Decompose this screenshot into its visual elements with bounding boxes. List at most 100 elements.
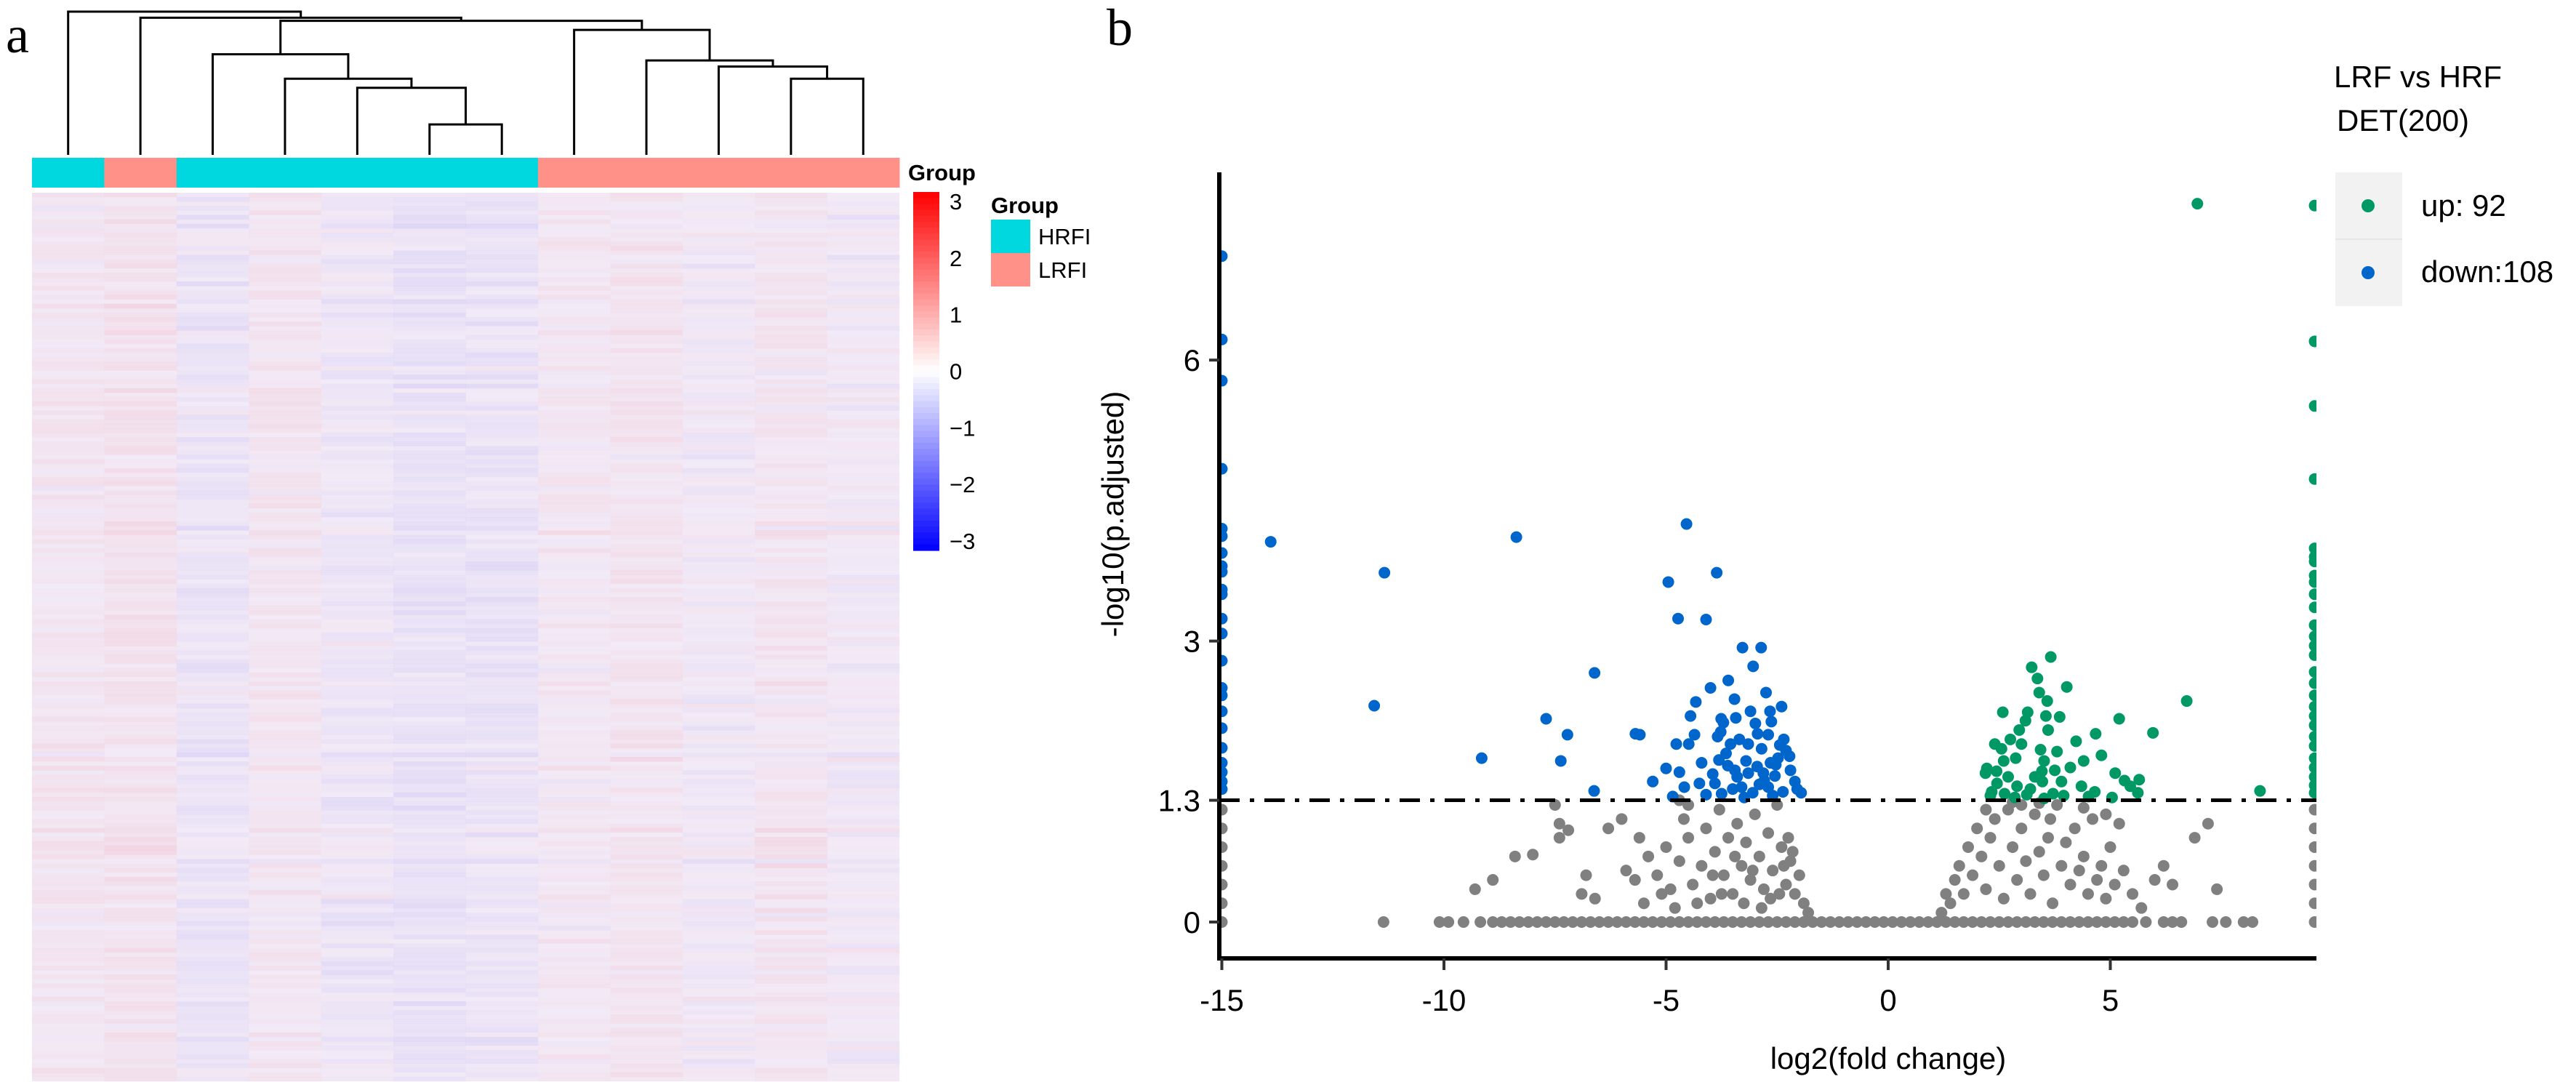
- heatmap-cell: [321, 827, 394, 833]
- down-point: [1647, 775, 1659, 788]
- heatmap-cell: [176, 552, 249, 558]
- heatmap-cell: [176, 632, 249, 638]
- group-bar-cell-hrfi: [249, 158, 322, 188]
- heatmap-cell: [393, 446, 466, 451]
- heatmap-cell: [321, 334, 394, 340]
- heatmap-cell: [393, 481, 466, 486]
- heatmap-cell: [104, 543, 177, 549]
- ns-point: [2308, 859, 2316, 872]
- heatmap-cell: [32, 974, 105, 979]
- heatmap-cell: [104, 716, 177, 722]
- heatmap-cell: [682, 423, 755, 429]
- heatmap-cell: [393, 881, 466, 886]
- heatmap-cell: [249, 583, 322, 589]
- heatmap-cell: [176, 996, 249, 1002]
- heatmap-cell: [755, 912, 828, 918]
- ns-point: [2100, 892, 2112, 905]
- heatmap-cell: [321, 1006, 394, 1011]
- heatmap-cell: [755, 881, 828, 886]
- heatmap-cell: [537, 423, 611, 429]
- heatmap-cell: [682, 592, 755, 598]
- heatmap-cell: [32, 743, 105, 749]
- heatmap-cell: [682, 406, 755, 411]
- colorbar-tick-label: −3: [950, 529, 975, 554]
- heatmap-cell: [682, 894, 755, 899]
- group-bar-cell-hrfi: [176, 158, 249, 188]
- heatmap-cell: [610, 1072, 683, 1078]
- heatmap-cell: [249, 255, 322, 260]
- heatmap-cell: [249, 468, 322, 473]
- heatmap-cell: [104, 846, 177, 851]
- ns-point: [2051, 799, 2063, 811]
- heatmap-cell: [32, 970, 105, 975]
- heatmap-cell: [393, 810, 466, 815]
- heatmap-cell: [610, 836, 683, 842]
- ns-point: [1620, 865, 1632, 877]
- heatmap-cell: [321, 237, 394, 242]
- heatmap-cell: [827, 970, 900, 975]
- heatmap-cell: [755, 312, 828, 318]
- heatmap-cell: [827, 303, 900, 309]
- down-point: [1688, 729, 1701, 741]
- ns-point: [1656, 888, 1668, 900]
- heatmap-cell: [321, 494, 394, 500]
- heatmap-cell: [610, 521, 683, 526]
- heatmap-cell: [465, 739, 539, 745]
- heatmap-cell: [32, 197, 105, 202]
- ns-point: [1629, 874, 1641, 886]
- legend-label-hrfi: HRFI: [1038, 224, 1091, 249]
- heatmap-cell: [610, 1006, 683, 1011]
- heatmap-cell: [176, 317, 249, 322]
- heatmap-cell: [465, 361, 539, 366]
- heatmap-cell: [104, 894, 177, 899]
- heatmap-cell: [610, 872, 683, 878]
- heatmap-cell: [465, 939, 539, 945]
- heatmap-cell: [32, 783, 105, 789]
- heatmap-cell: [827, 357, 900, 362]
- heatmap-cell: [321, 561, 394, 566]
- heatmap-cell: [176, 730, 249, 735]
- heatmap-cell: [682, 419, 755, 425]
- heatmap-cell: [610, 943, 683, 949]
- heatmap-cell: [321, 370, 394, 376]
- up-point: [2090, 728, 2102, 740]
- heatmap-cell: [104, 228, 177, 233]
- heatmap-cell: [176, 383, 249, 389]
- heatmap-cell: [827, 241, 900, 247]
- heatmap-cell: [537, 987, 611, 993]
- heatmap-cell: [176, 326, 249, 331]
- heatmap-cell: [610, 876, 683, 882]
- heatmap-cell: [393, 379, 466, 385]
- heatmap-cell: [321, 699, 394, 705]
- heatmap-cell: [321, 850, 394, 855]
- heatmap-cell: [827, 246, 900, 251]
- ns-point: [1762, 916, 1775, 928]
- heatmap-cell: [537, 1019, 611, 1025]
- heatmap-cell: [827, 792, 900, 798]
- heatmap-cell: [682, 477, 755, 482]
- heatmap-cell: [32, 850, 105, 855]
- heatmap-cell: [610, 343, 683, 349]
- heatmap-cell: [249, 472, 322, 478]
- heatmap-cell: [104, 756, 177, 762]
- heatmap-cell: [465, 601, 539, 606]
- up-point: [2019, 715, 2031, 727]
- heatmap-cell: [537, 241, 611, 247]
- heatmap-cell: [104, 526, 177, 531]
- heatmap-cell: [465, 388, 539, 393]
- heatmap-cell: [104, 361, 177, 366]
- heatmap-cell: [104, 859, 177, 865]
- heatmap-cell: [682, 676, 755, 682]
- heatmap-cell: [249, 530, 322, 535]
- heatmap-cell: [755, 836, 828, 842]
- heatmap-cell: [249, 215, 322, 220]
- heatmap-cell: [249, 614, 322, 620]
- ns-point: [1443, 916, 1455, 928]
- heatmap-cell: [827, 334, 900, 340]
- heatmap-cell: [176, 721, 249, 726]
- heatmap-cell: [682, 983, 755, 989]
- heatmap-cell: [32, 490, 105, 495]
- heatmap-cell: [393, 592, 466, 598]
- heatmap-cell: [537, 628, 611, 633]
